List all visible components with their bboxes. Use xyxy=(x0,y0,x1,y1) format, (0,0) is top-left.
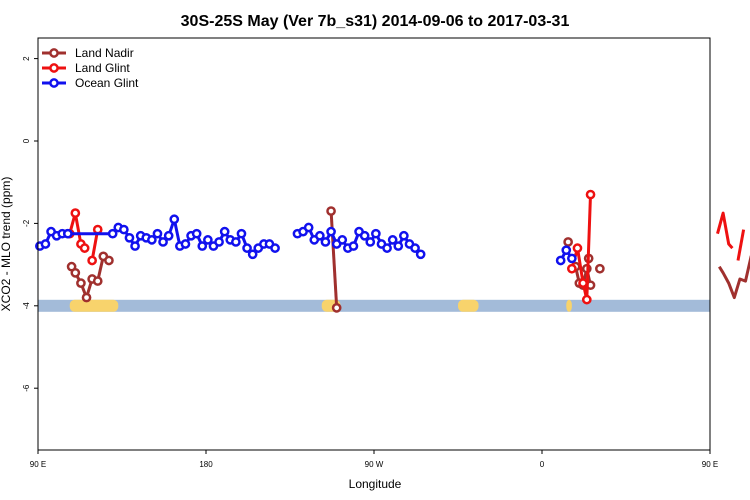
x-tick-label: 90 W xyxy=(365,460,384,469)
data-point xyxy=(242,243,252,253)
data-point xyxy=(371,228,381,239)
data-point xyxy=(169,214,180,225)
data-point xyxy=(337,235,348,245)
data-point xyxy=(585,189,596,200)
data-point xyxy=(219,226,230,237)
land-band-2 xyxy=(458,299,479,312)
y-tick-label: 0 xyxy=(22,138,31,143)
legend-item-land-glint: Land Glint xyxy=(42,61,130,75)
series-line xyxy=(736,229,746,261)
chart-title: 30S-25S May (Ver 7b_s31) 2014-09-06 to 2… xyxy=(181,13,570,30)
data-point xyxy=(578,278,588,288)
ocean-band xyxy=(38,299,710,312)
data-point xyxy=(326,206,336,216)
data-point xyxy=(399,230,409,241)
data-point xyxy=(203,235,213,245)
data-point xyxy=(595,263,605,274)
data-point xyxy=(315,230,325,241)
data-point xyxy=(104,255,114,266)
legend-swatch-point xyxy=(49,78,59,88)
data-point xyxy=(387,235,398,245)
series-land-glint xyxy=(64,189,746,305)
data-point xyxy=(320,237,331,247)
series-line xyxy=(718,255,750,300)
legend-label: Land Nadir xyxy=(75,46,134,60)
series-ocean-glint xyxy=(35,214,577,266)
y-axis-label: XCO2 - MLO trend (ppm) xyxy=(0,177,13,312)
data-point xyxy=(40,239,51,249)
data-point xyxy=(555,255,566,266)
y-tick-label: -4 xyxy=(22,302,31,310)
data-point xyxy=(236,228,247,239)
data-point xyxy=(191,228,202,239)
data-point xyxy=(214,237,224,247)
legend-label: Ocean Glint xyxy=(75,76,139,90)
y-tick-label: -6 xyxy=(22,384,31,392)
data-point xyxy=(393,241,404,251)
data-point xyxy=(382,243,392,253)
data-point xyxy=(572,243,583,253)
y-tick-label: 2 xyxy=(22,56,31,61)
land-band-3 xyxy=(566,299,572,312)
x-tick-label: 180 xyxy=(199,460,213,469)
data-point xyxy=(326,226,336,237)
data-point xyxy=(92,276,103,286)
data-point xyxy=(158,237,168,247)
data-point xyxy=(163,230,174,241)
data-point xyxy=(581,294,592,305)
data-point xyxy=(197,241,208,251)
legend-swatch-point xyxy=(49,48,59,58)
data-point xyxy=(359,230,370,241)
data-point xyxy=(70,267,81,278)
x-tick-label: 90 E xyxy=(702,460,718,469)
data-point xyxy=(567,253,577,264)
data-point xyxy=(410,243,420,253)
data-point xyxy=(152,228,163,239)
data-point xyxy=(348,241,359,251)
data-point xyxy=(180,239,191,249)
data-point xyxy=(107,228,118,239)
legend-item-land-nadir: Land Nadir xyxy=(42,46,134,60)
data-point xyxy=(561,245,572,256)
data-point xyxy=(92,224,103,235)
data-point xyxy=(124,232,135,243)
data-point xyxy=(147,235,157,245)
legend-item-ocean-glint: Ocean Glint xyxy=(42,76,139,90)
data-point xyxy=(76,278,86,288)
data-point xyxy=(365,237,376,247)
legend-label: Land Glint xyxy=(75,61,130,75)
data-point xyxy=(270,243,280,253)
data-point xyxy=(119,224,129,235)
data-point xyxy=(79,243,90,253)
data-point xyxy=(331,303,342,313)
legend-swatch-point xyxy=(49,63,59,73)
data-point xyxy=(415,249,426,260)
data-point xyxy=(563,237,573,247)
surface-band xyxy=(38,299,710,312)
land-band-0 xyxy=(69,299,119,312)
data-point xyxy=(303,222,314,233)
y-tick-label: -2 xyxy=(22,219,31,227)
data-point xyxy=(567,263,577,274)
x-axis-label: Longitude xyxy=(349,477,402,491)
x-tick-label: 90 E xyxy=(30,460,46,469)
data-point xyxy=(81,292,92,303)
series-layer xyxy=(35,189,750,313)
data-point xyxy=(87,255,97,266)
series-land-nadir xyxy=(66,206,750,313)
y-axis-ticks: 2 0 -2 -4 -6 xyxy=(22,56,38,392)
data-point xyxy=(130,241,140,251)
data-point xyxy=(63,228,73,239)
data-point xyxy=(70,208,81,218)
series-line xyxy=(716,211,734,250)
x-axis-ticks: 90 E 180 90 W 0 90 E xyxy=(30,450,718,469)
data-point xyxy=(231,237,241,247)
series-line xyxy=(329,210,339,308)
data-point xyxy=(247,249,258,260)
x-tick-label: 0 xyxy=(540,460,545,469)
